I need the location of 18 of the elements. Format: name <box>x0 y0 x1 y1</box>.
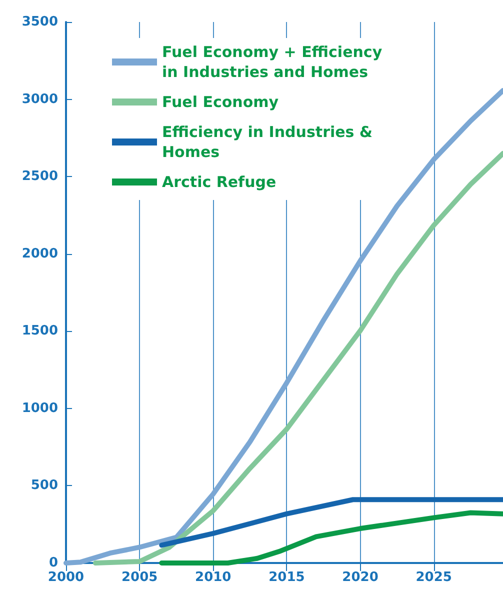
x-tick-label: 2000 <box>48 570 84 585</box>
x-tick-label: 2015 <box>268 570 305 585</box>
y-tick-label: 3500 <box>22 14 58 30</box>
x-tick-label: 2025 <box>416 570 452 585</box>
x-tick-label: 2005 <box>121 570 158 585</box>
y-tick-label: 1000 <box>22 400 58 416</box>
x-tick-label: 2010 <box>195 570 232 585</box>
y-tick-label: 2500 <box>22 169 58 184</box>
y-tick-label: 3000 <box>22 92 58 107</box>
y-tick-label: 2000 <box>22 246 58 262</box>
y-tick-label: 500 <box>30 478 58 494</box>
legend-label: Fuel Economy <box>162 93 279 111</box>
legend-label: Efficiency in Industries & Homes <box>162 123 378 161</box>
legend-label: Arctic Refuge <box>162 173 276 191</box>
y-tick-label: 0 <box>48 556 58 570</box>
legend-label: Fuel Economy + Efficiency in Industries and Homes <box>162 43 388 81</box>
y-tick-label: 1500 <box>22 324 58 339</box>
x-tick-label: 2020 <box>342 570 378 585</box>
